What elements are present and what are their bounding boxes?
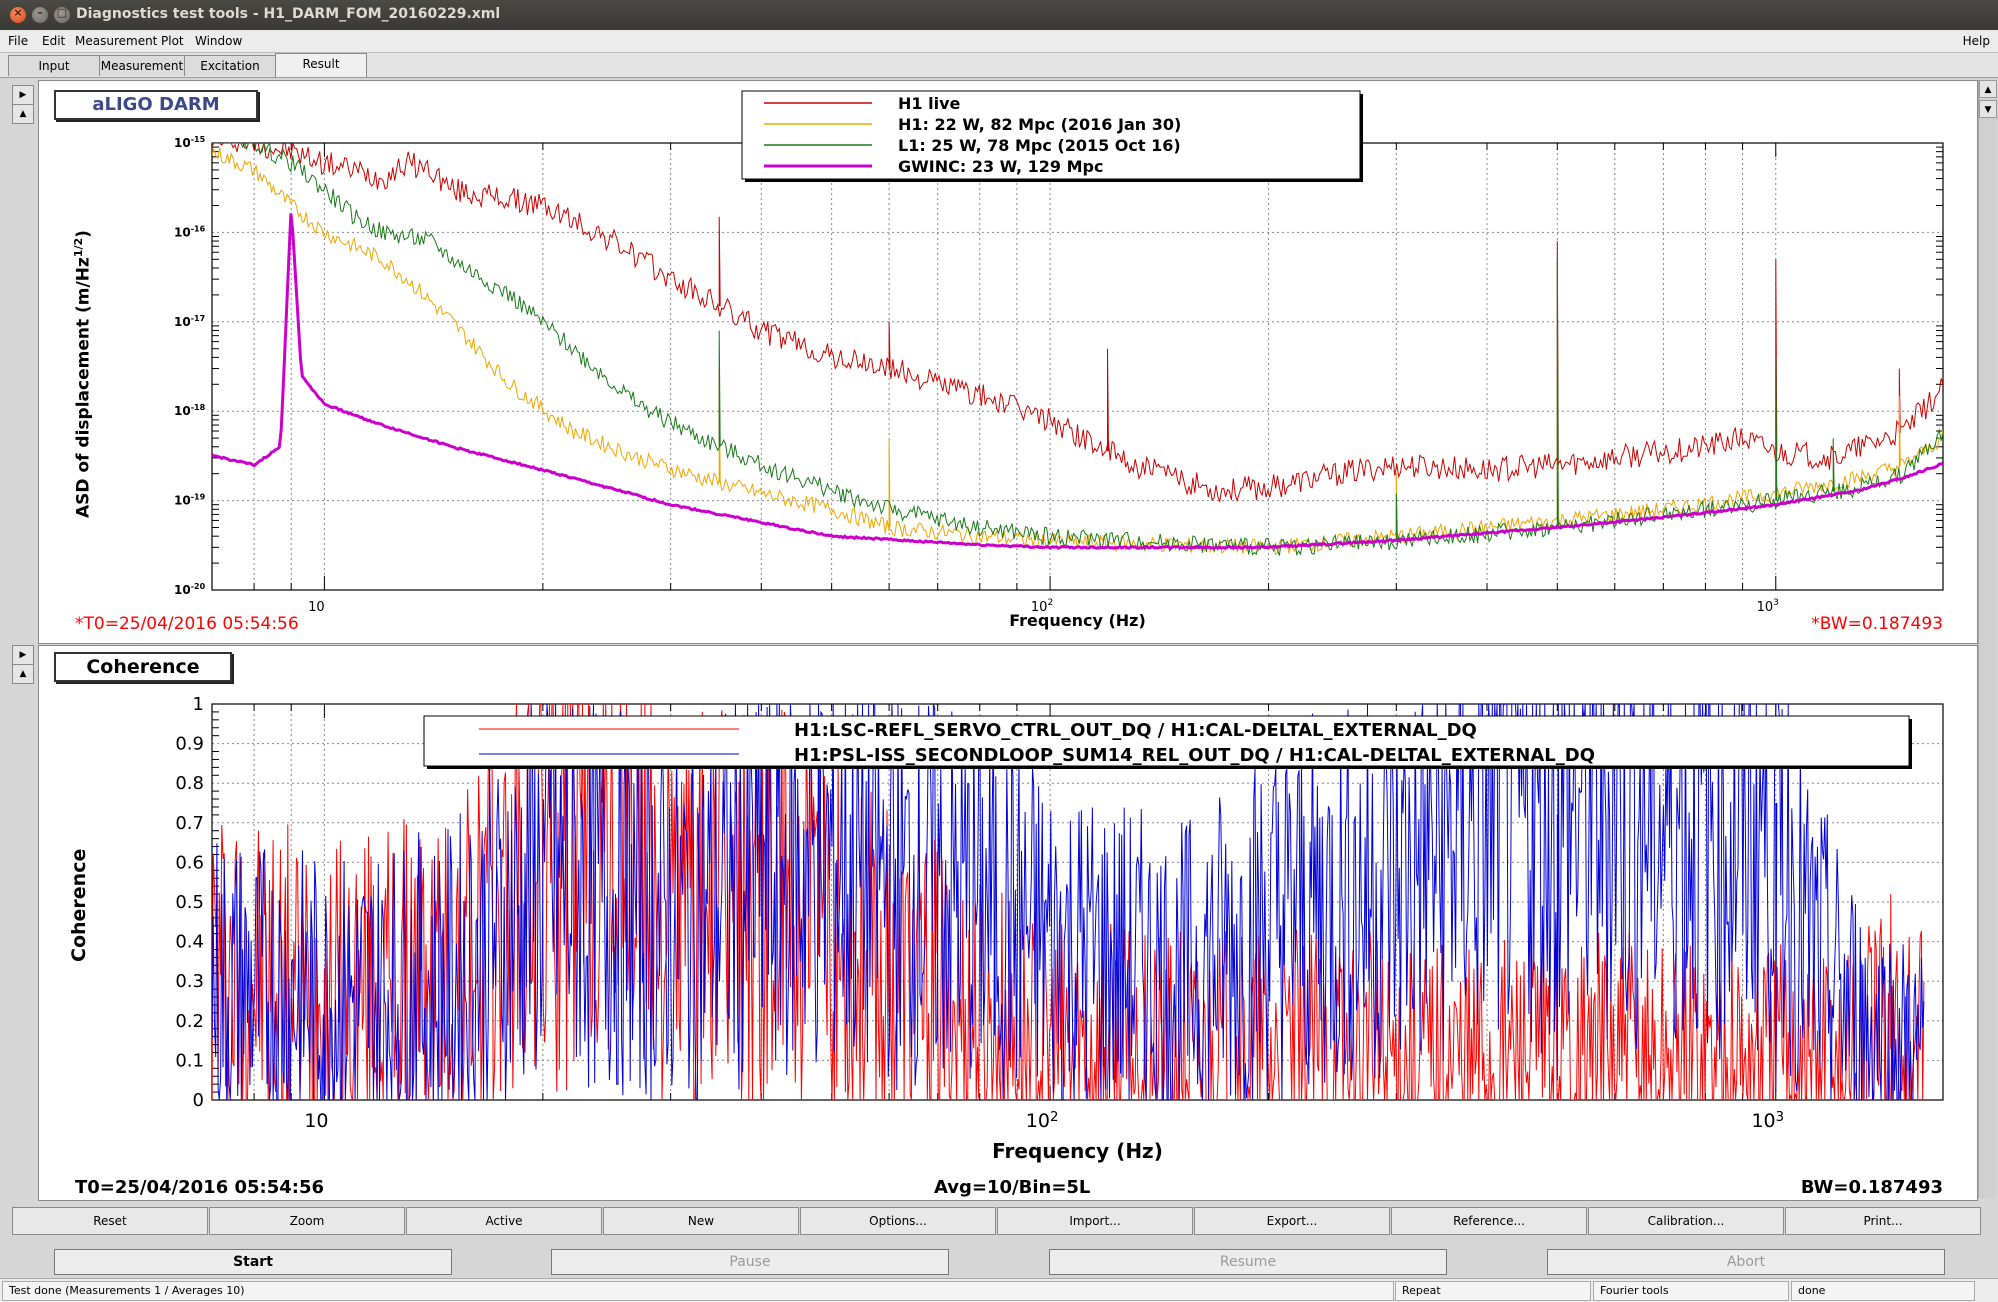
y-tick-label: 10-17 (174, 314, 205, 329)
maximize-icon[interactable]: □ (54, 6, 70, 23)
arrow-up-icon[interactable]: ▲ (12, 664, 34, 684)
resume-button[interactable]: Resume (1049, 1249, 1447, 1275)
export-button[interactable]: Export... (1194, 1207, 1390, 1235)
y-tick-label: 0 (193, 1090, 204, 1111)
import-button[interactable]: Import... (997, 1207, 1193, 1235)
active-button[interactable]: Active (406, 1207, 602, 1235)
legend: H1 live H1: 22 W, 82 Mpc (2016 Jan 30) L1:… (741, 90, 1363, 182)
top-bw-label: *BW=0.187493 (1811, 614, 1943, 634)
window-titlebar: × – □ Diagnostics test tools - H1_DARM_F… (0, 0, 1998, 30)
arrow-down-icon[interactable]: ▼ (1979, 100, 1997, 118)
reference-button[interactable]: Reference... (1391, 1207, 1587, 1235)
legend-box (741, 90, 1361, 180)
y-tick-label: 0.2 (175, 1011, 204, 1032)
legend: H1:LSC-REFL_SERVO_CTRL_OUT_DQ / H1:CAL-D… (423, 715, 1912, 769)
plot-button-row: Reset Zoom Active New Options... Import.… (8, 1207, 1990, 1235)
x-tick-label: 10 (308, 600, 325, 615)
series-line-l1-25-w-78-mpc-2015-oct-16 (212, 143, 1943, 557)
legend-entry: H1 live (898, 94, 960, 113)
y-tick-label: 0.1 (175, 1050, 204, 1071)
y-tick-label: 10-15 (174, 135, 206, 150)
y-tick-label: 0.3 (175, 971, 204, 992)
legend-entry: GWINC: 23 W, 129 Mpc (898, 157, 1104, 176)
bottom-panel-title[interactable]: Coherence (54, 652, 232, 682)
status-message: Test done (Measurements 1 / Averages 10) (2, 1281, 1394, 1301)
tab-measurement[interactable]: Measurement (99, 55, 185, 76)
top-t0-label: *T0=25/04/2016 05:54:56 (75, 614, 299, 634)
menu-file[interactable]: File (8, 34, 29, 48)
reset-button[interactable]: Reset (12, 1207, 208, 1235)
minimize-icon[interactable]: – (32, 6, 48, 23)
y-tick-label: 0.9 (175, 734, 204, 755)
plot-frame (211, 703, 1944, 1101)
x-tick-label: 102 (1031, 598, 1053, 615)
vertical-scrollbar[interactable]: ▲ ▼ (1978, 80, 1997, 1198)
y-tick-label: 10-20 (174, 582, 206, 597)
arrow-up-icon[interactable]: ▲ (12, 104, 34, 124)
menu-help[interactable]: Help (1962, 34, 1990, 48)
y-tick-label: 10-18 (174, 403, 206, 418)
start-button[interactable]: Start (54, 1249, 452, 1275)
menu-edit[interactable]: Edit (42, 34, 66, 48)
coherence-ylabel: Coherence (68, 848, 90, 962)
x-axis-label: Frequency (Hz) (1009, 611, 1146, 630)
bottom-t0-label: T0=25/04/2016 05:54:56 (75, 1177, 325, 1198)
avg-bin-label: Avg=10/Bin=5L (934, 1177, 1091, 1198)
x-tick-label: 103 (1757, 598, 1780, 615)
legend-entry: L1: 25 W, 78 Mpc (2015 Oct 16) (898, 136, 1181, 155)
close-icon[interactable]: × (10, 6, 26, 23)
options-button[interactable]: Options... (800, 1207, 996, 1235)
bottom-bw-label: BW=0.187493 (1800, 1177, 1943, 1198)
arrow-right-icon[interactable]: ▶ (12, 85, 34, 105)
series-line-gwinc-23-w-129-mpc (212, 213, 1943, 550)
legend-entry: H1:LSC-REFL_SERVO_CTRL_OUT_DQ / H1:CAL-D… (794, 720, 1477, 741)
status-state: done (1791, 1281, 1975, 1301)
y-tick-label: 0.7 (175, 813, 204, 834)
status-repeat: Repeat (1395, 1281, 1591, 1301)
y-tick-label: 0.8 (175, 773, 204, 794)
tab-excitation[interactable]: Excitation (184, 55, 276, 76)
tab-input[interactable]: Input (8, 55, 100, 76)
series-group (212, 143, 1943, 557)
menu-bar: File Edit Measurement Plot Window Help (0, 30, 1998, 53)
status-bar: Test done (Measurements 1 / Averages 10)… (0, 1278, 1998, 1302)
zoom-button[interactable]: Zoom (209, 1207, 405, 1235)
menu-measurement[interactable]: Measurement (75, 34, 158, 48)
y-tick-label: 1 (193, 694, 204, 715)
arrow-up-icon[interactable]: ▲ (1979, 80, 1997, 98)
window-title: Diagnostics test tools - H1_DARM_FOM_201… (76, 6, 501, 22)
x-tick-label: 102 (1026, 1110, 1059, 1132)
calibration-button[interactable]: Calibration... (1588, 1207, 1784, 1235)
y-tick-label: 10-19 (174, 493, 206, 508)
menu-window[interactable]: Window (195, 34, 243, 48)
pause-button[interactable]: Pause (551, 1249, 949, 1275)
x-tick-label: 103 (1751, 1110, 1784, 1132)
y-tick-label: 0.6 (175, 852, 204, 873)
tab-strip: Input Measurement Excitation Result (0, 53, 1998, 78)
print-button[interactable]: Print... (1785, 1207, 1981, 1235)
menu-plot[interactable]: Plot (161, 34, 184, 48)
x-axis-label: Frequency (Hz) (992, 1139, 1163, 1163)
legend-entry: H1:PSL-ISS_SECONDLOOP_SUM14_REL_OUT_DQ /… (794, 745, 1595, 766)
new-button[interactable]: New (603, 1207, 799, 1235)
series-line-h1-psl-iss-secondloop-sum14-rel-out-dq-h1-cal-deltal-external-dq (212, 704, 1925, 1100)
top-panel-title[interactable]: aLIGO DARM (54, 90, 258, 120)
series-line-h1-live (212, 143, 1943, 504)
series-group (212, 704, 1925, 1100)
abort-button[interactable]: Abort (1547, 1249, 1945, 1275)
x-tick-label: 10 (304, 1110, 328, 1132)
y-tick-label: 10-16 (174, 224, 206, 239)
legend-box (423, 715, 1910, 767)
status-tools: Fourier tools (1593, 1281, 1789, 1301)
y-tick-label: 0.5 (175, 892, 204, 913)
y-tick-label: 0.4 (175, 932, 204, 953)
tab-result[interactable]: Result (275, 53, 367, 77)
legend-entry: H1: 22 W, 82 Mpc (2016 Jan 30) (898, 115, 1181, 134)
